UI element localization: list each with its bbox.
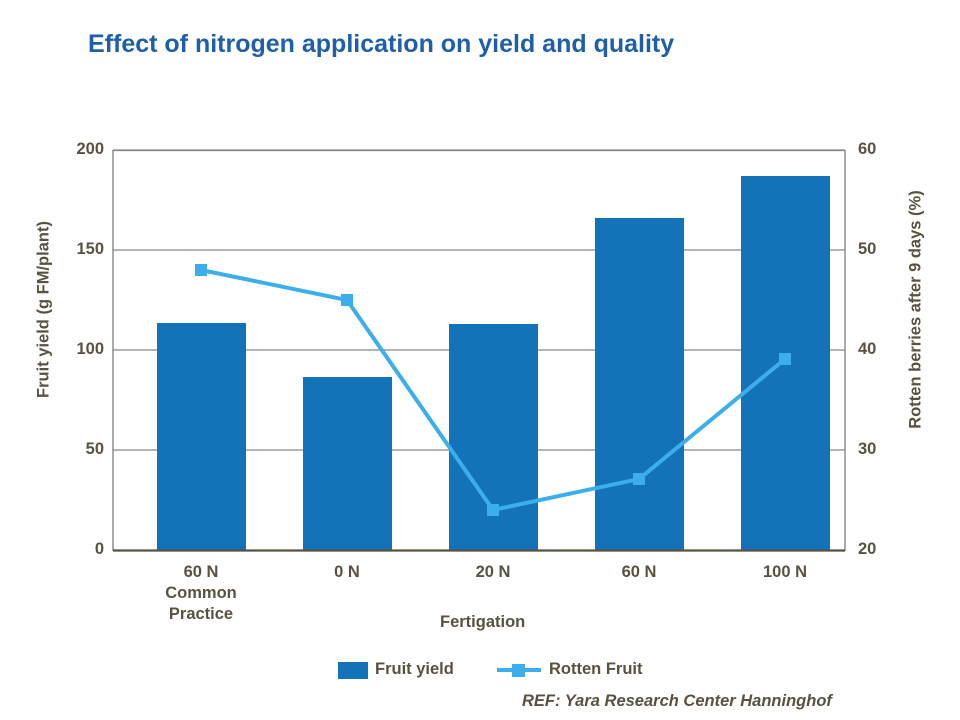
bar-60n	[595, 218, 684, 550]
bar-series-fruit-yield	[157, 176, 830, 550]
line-marker-point-4	[633, 473, 645, 485]
line-series-rotten-fruit	[195, 264, 791, 516]
right-axis-tick-50: 50	[858, 240, 877, 258]
x-tick-0n: 0 N	[334, 563, 360, 581]
left-axis-tick-0: 0	[94, 540, 104, 558]
x-tick-line-2: Common	[165, 584, 237, 602]
left-axis-tick-200: 200	[76, 140, 104, 158]
line-marker-point-2	[341, 294, 353, 306]
x-tick-20n: 20 N	[475, 563, 511, 581]
bar-20n	[449, 324, 538, 550]
bottom-axis-title: Fertigation	[440, 613, 526, 631]
left-axis-tick-150: 150	[76, 240, 104, 258]
x-tick-60n-common-practice: 60 N Common Practice	[141, 562, 261, 625]
bar-60n-common-practice	[157, 323, 246, 550]
left-axis-tick-100: 100	[76, 340, 104, 358]
right-axis-tick-20: 20	[858, 540, 877, 558]
legend-label-fruit-yield: Fruit yield	[375, 660, 454, 678]
right-axis-tick-30: 30	[858, 440, 877, 458]
line-marker-point-3	[487, 504, 499, 516]
x-tick-line-1: 60 N	[183, 563, 219, 581]
right-axis-tick-40: 40	[858, 340, 877, 358]
x-tick-100n: 100 N	[762, 563, 808, 581]
line-marker-point-1	[195, 264, 207, 276]
chart-title: Effect of nitrogen application on yield …	[88, 30, 675, 58]
source-footnote: REF: Yara Research Center Hanninghof	[522, 692, 832, 710]
x-tick-60n: 60 N	[621, 563, 657, 581]
legend-swatch-fruit-yield	[338, 662, 368, 679]
legend-marker-rotten-fruit	[512, 664, 525, 677]
axis-lines	[112, 149, 846, 552]
line-marker-point-5	[779, 353, 791, 365]
x-tick-line-3: Practice	[168, 605, 234, 623]
bar-0n	[303, 377, 392, 550]
right-axis-tick-60: 60	[858, 140, 877, 158]
legend-label-rotten-fruit: Rotten Fruit	[549, 660, 643, 678]
left-axis-tick-50: 50	[85, 440, 104, 458]
